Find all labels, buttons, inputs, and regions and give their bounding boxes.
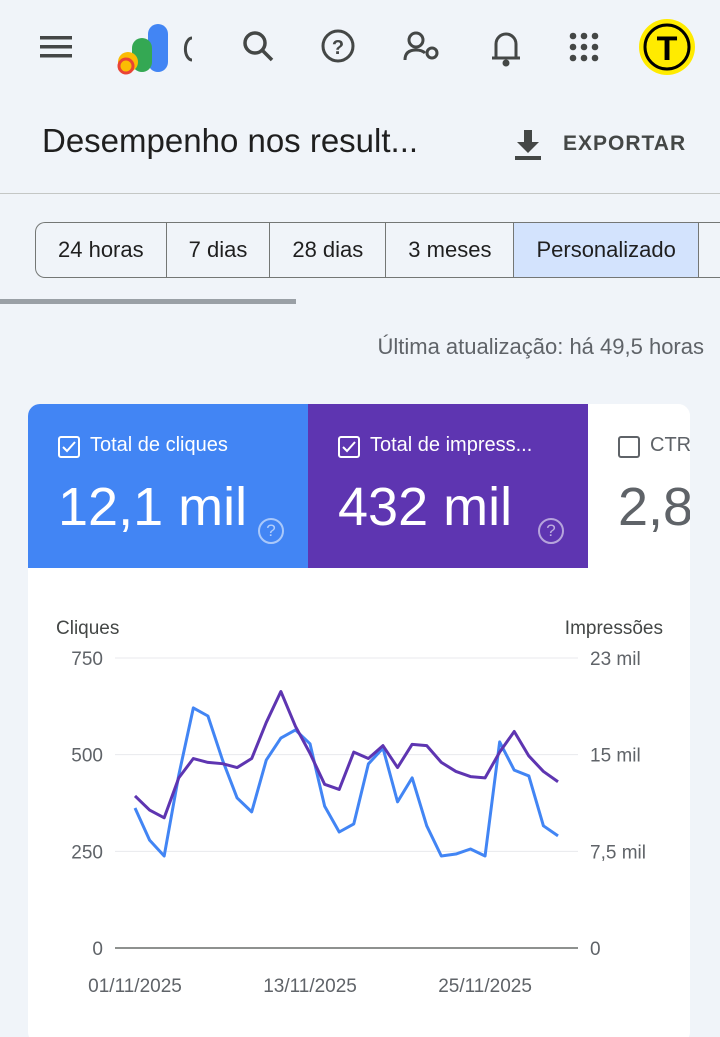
menu-icon[interactable] xyxy=(40,36,72,58)
metric-label: Total de impress... xyxy=(370,434,533,456)
search-icon[interactable] xyxy=(243,31,274,62)
metric-label: Total de cliques xyxy=(90,434,228,456)
y2-tick-label: 7,5 mil xyxy=(590,842,646,863)
metric-card[interactable]: CTR 2,8 xyxy=(588,404,690,568)
tab[interactable]: 3 meses xyxy=(386,223,515,277)
checkbox[interactable] xyxy=(338,436,360,458)
x-tick-label: 13/11/2025 xyxy=(263,976,357,997)
tab[interactable]: 28 dias xyxy=(270,223,387,277)
y2-tick-label: 15 mil xyxy=(590,746,641,767)
data-line xyxy=(133,690,559,820)
export-button[interactable]: EXPORTAR xyxy=(563,132,687,155)
logo xyxy=(117,24,193,75)
apps-icon[interactable] xyxy=(569,32,599,62)
x-tick-label: 25/11/2025 xyxy=(438,976,532,997)
checkbox[interactable] xyxy=(58,436,80,458)
scrollbar xyxy=(0,299,296,304)
y-axis-label: Cliques xyxy=(56,618,119,639)
metric-value: 12,1 mil xyxy=(58,477,248,537)
y-tick-label: 250 xyxy=(71,842,103,863)
y2-axis-label: Impressões xyxy=(565,618,663,639)
tab-selected[interactable]: Personalizado xyxy=(514,223,699,277)
y2-tick-label: 23 mil xyxy=(590,649,641,670)
y-tick-label: 750 xyxy=(71,649,103,670)
help-icon[interactable]: ? xyxy=(258,518,284,544)
divider xyxy=(0,193,720,194)
y-tick-label: 500 xyxy=(71,746,103,767)
page-title: Desempenho nos result... xyxy=(42,122,419,159)
avatar-letter: T xyxy=(657,30,678,68)
metric-value: 2,8 xyxy=(618,477,690,537)
users-icon[interactable] xyxy=(403,31,439,61)
bell-icon[interactable] xyxy=(492,32,520,67)
checkbox[interactable] xyxy=(618,436,640,458)
download-icon xyxy=(515,130,541,160)
data-line xyxy=(133,706,559,858)
x-tick-label: 01/11/2025 xyxy=(88,976,182,997)
top-bar: ? T xyxy=(40,19,695,75)
metric-card[interactable]: Total de cliques 12,1 mil ? xyxy=(28,404,308,568)
date-tabs: 24 horas 7 dias 28 dias 3 meses Personal… xyxy=(35,222,720,278)
y2-tick-label: 0 xyxy=(590,939,601,960)
chart: Cliques Impressões 0 250 500 750 0 7,5 mil 15 … xyxy=(56,618,663,997)
svg-text:?: ? xyxy=(332,37,344,59)
help-icon[interactable]: ? xyxy=(321,29,355,63)
performance-card: Total de cliques 12,1 mil ? Total de imp… xyxy=(28,404,690,1037)
last-update: Última atualização: há 49,5 horas xyxy=(377,334,704,359)
tab[interactable]: 24 horas xyxy=(36,223,167,277)
metric-label: CTR xyxy=(650,434,690,456)
y-tick-label: 0 xyxy=(92,939,103,960)
metric-value: 432 mil xyxy=(338,477,513,537)
tab[interactable]: 7 dias xyxy=(167,223,271,277)
metric-card[interactable]: Total de impress... 432 mil ? xyxy=(308,404,588,568)
avatar[interactable]: T xyxy=(639,19,695,75)
help-icon[interactable]: ? xyxy=(538,518,564,544)
